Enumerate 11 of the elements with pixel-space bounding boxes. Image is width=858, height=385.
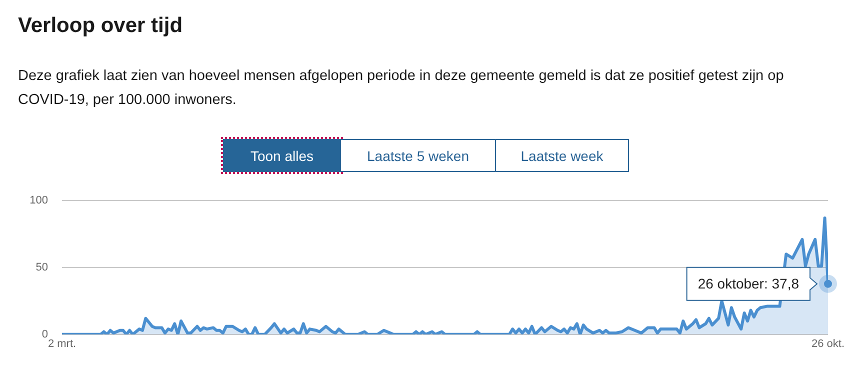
- chart-title: Verloop over tijd: [18, 14, 183, 38]
- y-tick-label: 0: [42, 328, 48, 340]
- text: Laatste 5 weken: [340, 139, 496, 172]
- text: Toon alles: [223, 139, 341, 172]
- y-tick-label: 100: [30, 194, 48, 207]
- x-tick-label: 2 mrt.: [48, 338, 76, 350]
- chart-subtitle: Deze grafiek laat zien van hoeveel mensen afgelopen periode in deze gemeente gemeld is dat ze positief getest zijn op COVID-19, per 100.000 inwoners.: [18, 67, 785, 110]
- x-tick-label: 26 okt.: [811, 338, 845, 350]
- y-tick-label: 50: [36, 262, 48, 274]
- text: Laatste week: [495, 139, 629, 172]
- annotation: 26 oktober: 37,8: [698, 276, 800, 292]
